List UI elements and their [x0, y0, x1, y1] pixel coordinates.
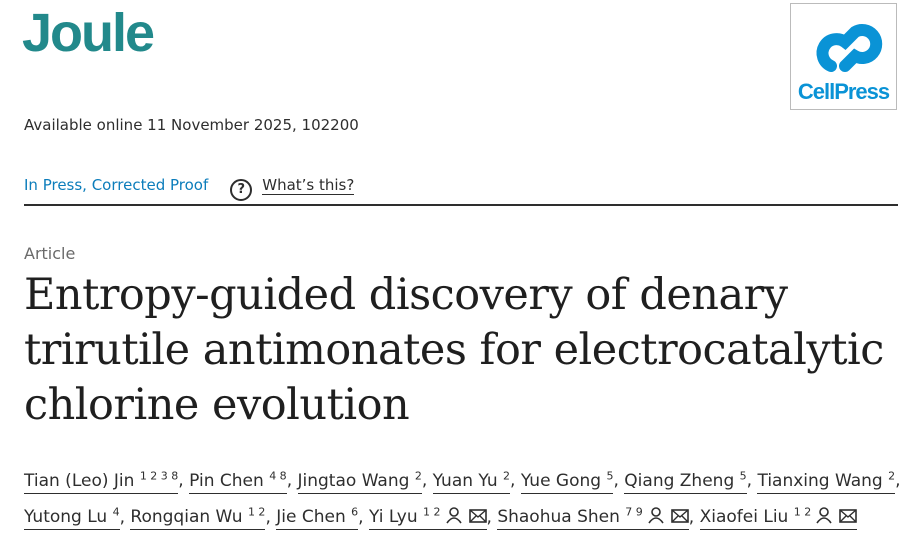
author-name: Tian (Leo) Jin [24, 470, 135, 491]
author-link[interactable]: Tianxing Wang 2 [757, 469, 896, 494]
author-affiliations: 1 2 [247, 505, 266, 519]
author-affiliations: 2 [888, 469, 896, 482]
status-bar: In Press, Corrected Proof? What’s this? [24, 176, 898, 206]
status-label[interactable]: In Press, Corrected Proof [24, 176, 209, 194]
author-affiliations: 1 2 [793, 505, 812, 519]
author-name: Yi Lyu [368, 507, 418, 528]
email-icon [468, 509, 487, 524]
author-name: Rongqian Wu [130, 507, 243, 528]
person-icon [648, 507, 664, 524]
author-separator: , [286, 470, 293, 491]
help-icon[interactable]: ? [230, 179, 253, 201]
author-name: Shaohua Shen [497, 507, 620, 528]
author-affiliations: 1 2 [423, 505, 441, 519]
publisher-name: CellPress [797, 79, 890, 104]
availability: Available online 11 November 2025, 10220… [24, 116, 359, 134]
author-link[interactable]: Xiaofei Liu 1 2 [699, 505, 858, 531]
author-name: Jie Chen [276, 507, 346, 528]
author-name: Tianxing Wang [757, 470, 883, 491]
email-icon [839, 509, 858, 524]
help-link[interactable]: What’s this? [262, 176, 355, 195]
author-name: Yue Gong [520, 470, 602, 491]
author-link[interactable]: Yi Lyu 1 2 [368, 505, 487, 531]
author-affiliations: 4 [112, 505, 120, 519]
email-icon [670, 509, 689, 524]
author-name: Xiaofei Liu [699, 507, 789, 528]
author-link[interactable]: Shaohua Shen 7 9 [497, 505, 689, 531]
author-separator: , [895, 470, 901, 491]
article-type: Article [24, 244, 76, 263]
person-icon [445, 507, 462, 524]
author-separator: , [688, 507, 695, 528]
author-separator: , [613, 470, 619, 491]
author-link[interactable]: Yutong Lu 4 [24, 505, 120, 531]
author-separator: , [178, 470, 184, 491]
author-affiliations: 2 [414, 469, 422, 482]
author-name: Jingtao Wang [297, 470, 410, 491]
person-icon [816, 507, 832, 524]
author-separator: , [358, 507, 364, 528]
author-name: Qiang Zheng [624, 470, 735, 491]
author-separator: , [421, 470, 428, 491]
author-link[interactable]: Jie Chen 6 [276, 505, 359, 531]
author-affiliations: 2 [503, 469, 511, 482]
author-name: Yutong Lu [24, 507, 108, 528]
author-affiliations: 1 2 3 8 [139, 469, 179, 482]
author-link[interactable]: Yuan Yu 2 [432, 469, 511, 494]
author-affiliations: 4 8 [269, 469, 287, 482]
journal-logo[interactable]: Joule [22, 3, 155, 63]
author-link[interactable]: Jingtao Wang 2 [297, 469, 422, 494]
author-name: Yuan Yu [432, 470, 498, 491]
author-name: Pin Chen [189, 470, 264, 491]
author-link[interactable]: Pin Chen 4 8 [189, 469, 287, 494]
author-link[interactable]: Qiang Zheng 5 [624, 469, 747, 494]
author-separator: , [746, 470, 753, 491]
publisher-symbol [816, 24, 883, 72]
author-separator: , [486, 507, 492, 528]
author-affiliations: 5 [739, 469, 747, 482]
author-separator: , [510, 470, 516, 491]
author-link[interactable]: Rongqian Wu 1 2 [130, 505, 266, 531]
article-title: Entropy-guided discovery of denary triru… [24, 270, 884, 430]
author-link[interactable]: Tian (Leo) Jin 1 2 3 8 [24, 469, 179, 494]
author-separator: , [265, 507, 271, 528]
author-affiliations: 7 9 [625, 505, 643, 519]
author-affiliations: 5 [606, 469, 614, 482]
author-affiliations: 6 [351, 505, 359, 519]
author-link[interactable]: Yue Gong 5 [520, 469, 614, 494]
author-separator: , [119, 507, 126, 528]
publisher-logo[interactable]: CellPress [790, 3, 897, 110]
author-list: Tian (Leo) Jin 1 2 3 8, Pin Chen 4 8, Ji… [24, 460, 904, 533]
